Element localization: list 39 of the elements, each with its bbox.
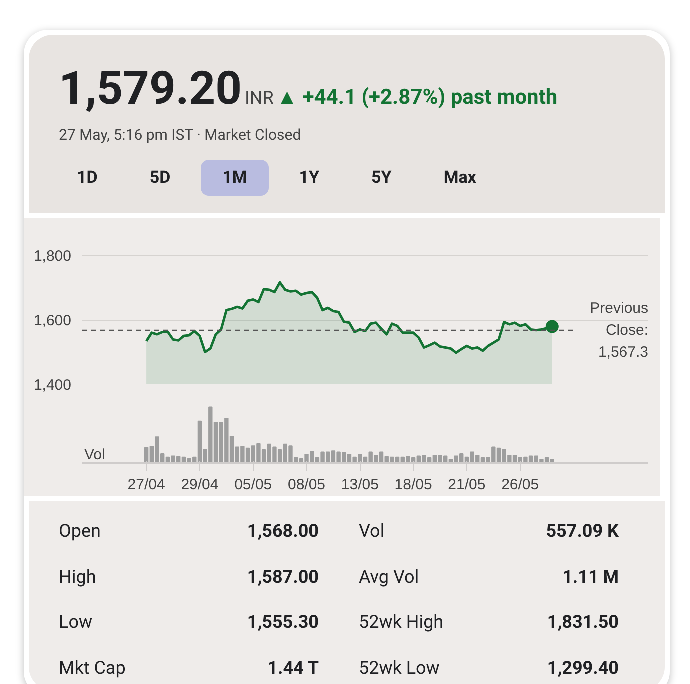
x-tick-label: 08/05 <box>288 476 326 494</box>
text: Vol <box>359 520 386 544</box>
text: 1D <box>76 167 99 190</box>
text: High <box>59 566 98 590</box>
text: 557.09 K <box>545 520 620 544</box>
y-tick-label: 1,600 <box>34 312 72 330</box>
text: 1Y <box>298 167 321 190</box>
x-tick-label: 21/05 <box>448 476 486 494</box>
text: 1,579.20 <box>59 62 242 116</box>
x-tick-label: 27/04 <box>128 476 166 494</box>
text: 1,831.50 <box>546 611 620 636</box>
text: 1,299.40 <box>546 657 620 682</box>
text: 5D <box>148 167 172 190</box>
y-tick-label: 1,400 <box>34 377 72 394</box>
text: 5Y <box>370 167 393 190</box>
text: 27 May, 5:16 pm IST · Market Closed <box>59 124 302 146</box>
y-tick-label: 1,800 <box>34 248 72 266</box>
text: 1,587.00 <box>246 566 320 590</box>
ref-line-label: Previous Close: 1,567.3 <box>590 300 649 362</box>
text: Avg Vol <box>359 566 420 590</box>
text: 1.11 M <box>562 566 620 590</box>
text: Mkt Cap <box>59 657 127 682</box>
x-tick-label: 18/05 <box>394 476 432 494</box>
text: 1.44 T <box>266 657 320 682</box>
x-tick-label: 29/04 <box>181 476 219 494</box>
text: 52wk High <box>359 611 445 636</box>
text: Low <box>59 611 94 636</box>
text: Max <box>442 167 478 190</box>
text: 1,568.00 <box>246 520 320 544</box>
text: 52wk Low <box>359 657 441 682</box>
text: INR <box>245 88 274 109</box>
x-tick-label: 13/05 <box>341 476 379 494</box>
y-axis-title: Vol <box>84 446 106 464</box>
text: Open <box>59 520 102 544</box>
text: ▲ +44.1 (+2.87%) past month <box>276 86 558 110</box>
x-tick-label: 26/05 <box>502 476 540 494</box>
text: 1M <box>200 160 270 196</box>
text: 1,555.30 <box>246 611 320 636</box>
x-tick-label: 05/05 <box>234 476 272 494</box>
